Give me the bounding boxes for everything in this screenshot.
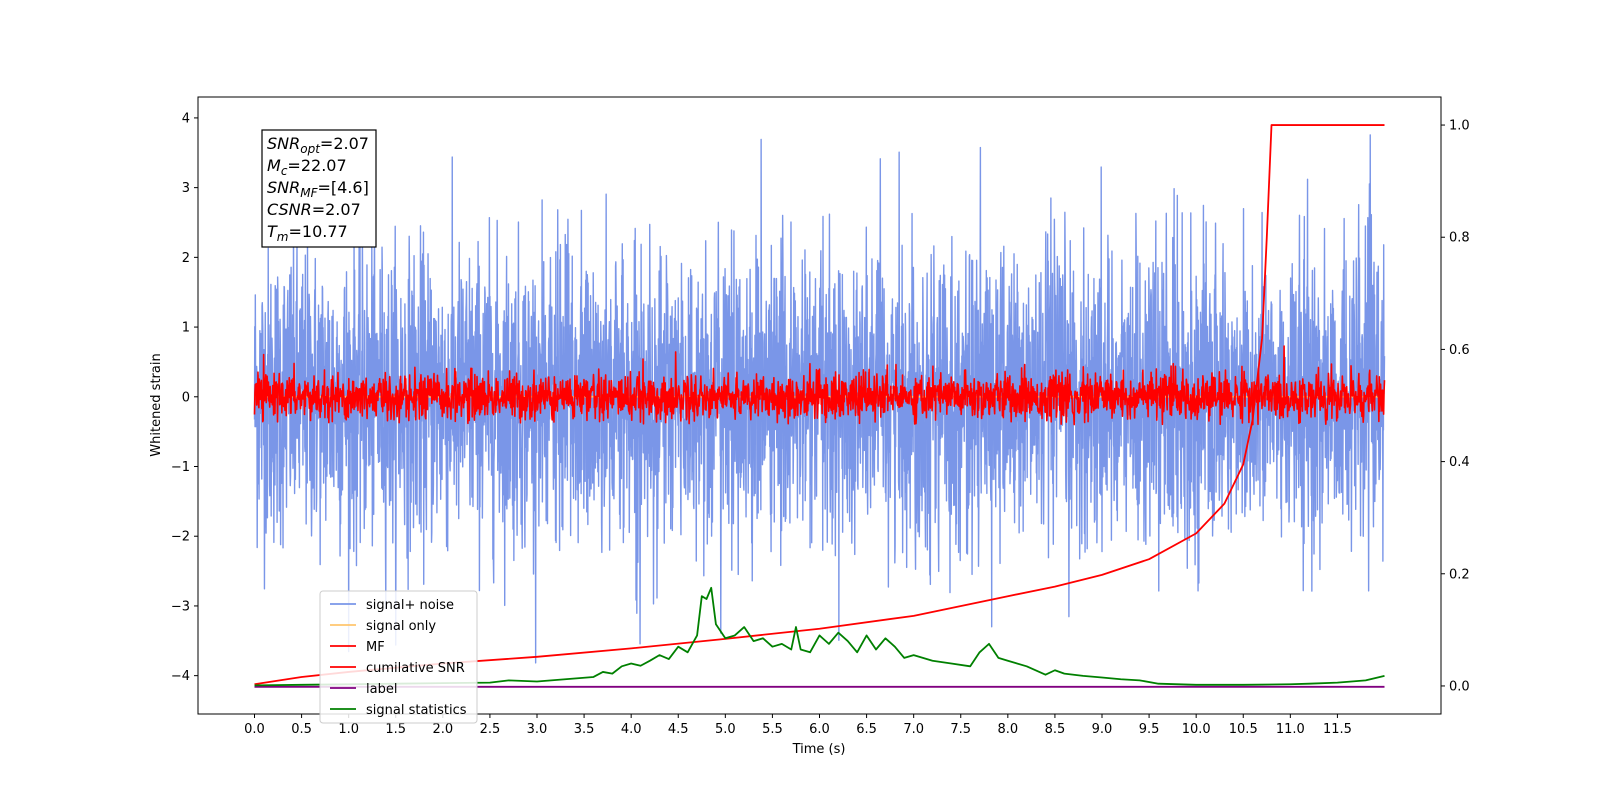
x-tick-label: 9.0 <box>1092 722 1113 737</box>
legend-item: signal statistics <box>330 703 467 718</box>
y-tick-label: −4 <box>171 669 190 684</box>
y-tick-label: 0 <box>182 390 190 405</box>
legend-label: label <box>366 682 397 697</box>
x-tick-label: 2.0 <box>432 722 453 737</box>
series-line-5 <box>254 586 1385 687</box>
y-tick-label: −3 <box>171 599 190 614</box>
y-axis-left: 4 3 2 1 0 −1 −2 −3 −4 <box>171 111 198 684</box>
y2-tick-label: 0.8 <box>1449 231 1470 246</box>
annotation-line: SNRMF=[4.6] <box>267 178 369 200</box>
x-tick-label: 5.0 <box>715 722 736 737</box>
legend-label: MF <box>366 640 385 655</box>
y2-tick-label: 1.0 <box>1449 119 1470 134</box>
x-tick-label: 11.5 <box>1323 722 1352 737</box>
x-tick-label: 4.0 <box>621 722 642 737</box>
legend-item: signal only <box>330 619 436 634</box>
x-tick-label: 3.5 <box>574 722 595 737</box>
legend-frame <box>319 590 478 724</box>
y-tick-label: −2 <box>171 530 190 545</box>
series-line-2 <box>253 345 1386 426</box>
annotation-frame <box>261 129 377 248</box>
x-tick-label: 4.5 <box>668 722 689 737</box>
x-axis: 0.0 0.5 1.0 1.5 2.0 2.5 3.0 3.5 4.0 4.5 5.0 5.5 6.0 6… <box>244 714 1352 737</box>
legend: signal+ noise signal only MF cumilative SNR… <box>319 590 478 724</box>
y-tick-label: 3 <box>182 181 190 196</box>
y-tick-label: −1 <box>171 460 190 475</box>
legend-label: cumilative SNR <box>366 661 465 676</box>
legend-item: MF <box>330 640 385 655</box>
y2-tick-label: 0.2 <box>1449 567 1470 582</box>
y-tick-label: 1 <box>182 321 190 336</box>
x-tick-label: 2.5 <box>480 722 501 737</box>
x-tick-label: 3.0 <box>527 722 548 737</box>
legend-label: signal+ noise <box>366 598 454 613</box>
legend-label: signal statistics <box>366 703 467 718</box>
legend-item: label <box>330 682 397 697</box>
x-tick-label: 10.5 <box>1229 722 1258 737</box>
y2-tick-label: 0.4 <box>1449 455 1470 470</box>
y2-tick-label: 0.0 <box>1449 679 1470 694</box>
x-tick-label: 8.0 <box>997 722 1018 737</box>
x-tick-label: 1.0 <box>338 722 359 737</box>
x-tick-label: 7.5 <box>950 722 971 737</box>
annotation-line: Tm=10.77 <box>267 222 348 244</box>
legend-item: signal+ noise <box>330 598 454 613</box>
x-tick-label: 7.0 <box>903 722 924 737</box>
x-tick-label: 8.5 <box>1045 722 1066 737</box>
x-tick-label: 10.0 <box>1182 722 1211 737</box>
x-tick-label: 1.5 <box>385 722 406 737</box>
x-tick-label: 0.5 <box>291 722 312 737</box>
legend-label: signal only <box>366 619 436 634</box>
x-tick-label: 11.0 <box>1276 722 1305 737</box>
x-tick-label: 6.5 <box>856 722 877 737</box>
y-axis-right: 1.0 0.8 0.6 0.4 0.2 0.0 <box>1441 119 1470 694</box>
y2-tick-label: 0.6 <box>1449 343 1470 358</box>
x-tick-label: 0.0 <box>244 722 265 737</box>
y-axis-title: Whitened strain <box>149 353 164 456</box>
x-tick-label: 6.0 <box>809 722 830 737</box>
legend-item: cumilative SNR <box>330 661 465 676</box>
x-tick-label: 9.5 <box>1139 722 1160 737</box>
annotation-line: CSNR=2.07 <box>267 200 361 219</box>
annotation-line: SNRopt=2.07 <box>267 134 369 156</box>
y-tick-label: 4 <box>182 111 190 126</box>
annotation-line: Mc=22.07 <box>267 156 347 178</box>
x-axis-title: Time (s) <box>792 742 846 757</box>
y-tick-label: 2 <box>182 251 190 266</box>
x-tick-label: 5.5 <box>762 722 783 737</box>
